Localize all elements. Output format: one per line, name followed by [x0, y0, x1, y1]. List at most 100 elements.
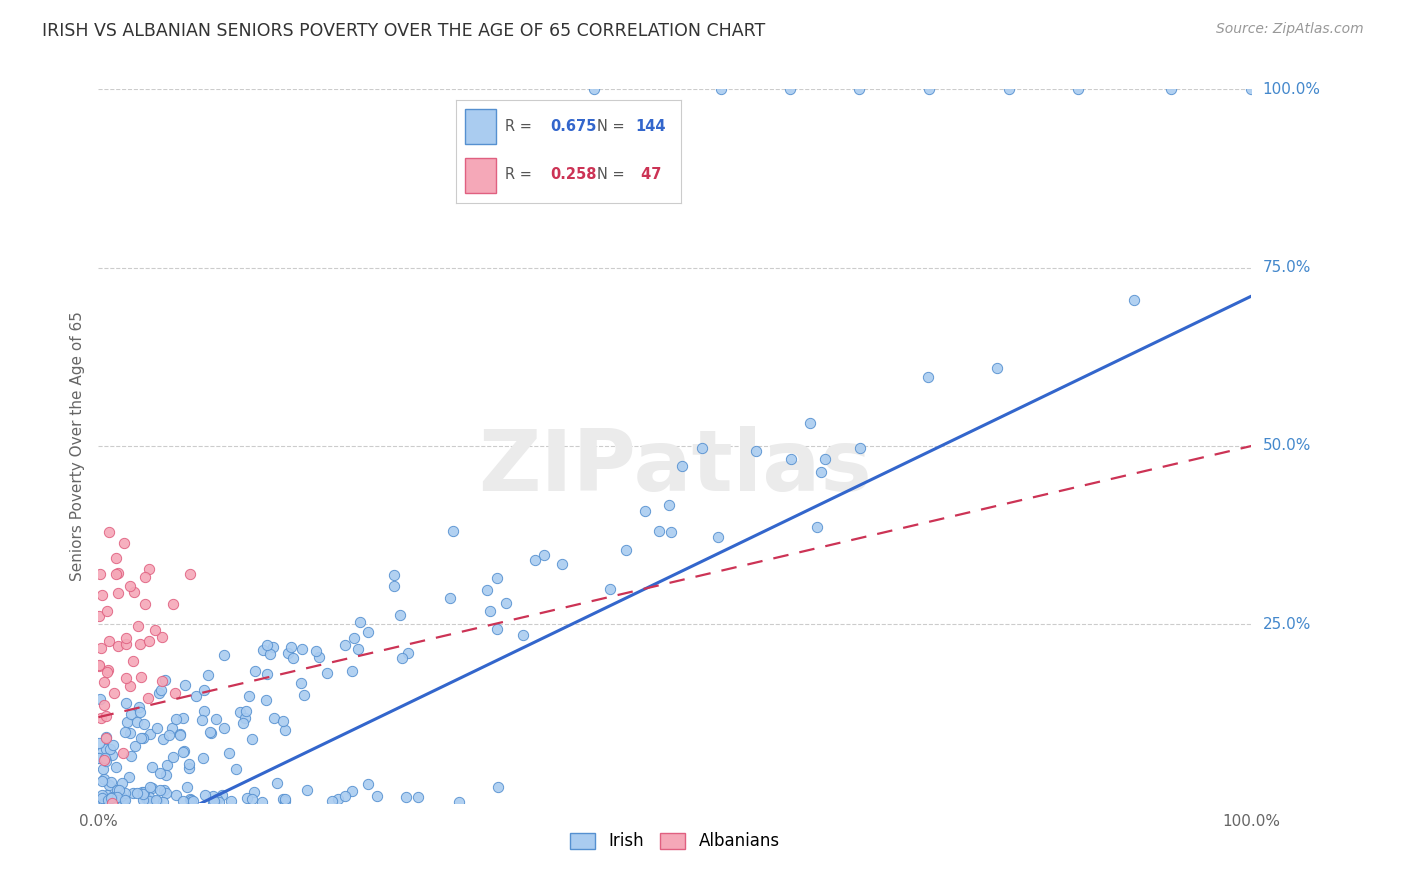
Point — [112, 535, 135, 549]
Point — [998, 82, 1021, 96]
Point — [87, 658, 110, 673]
Point — [87, 609, 110, 624]
Point — [96, 665, 118, 679]
Point — [146, 794, 169, 808]
Point — [551, 557, 574, 571]
Point — [141, 759, 163, 773]
Point — [118, 679, 141, 693]
Point — [93, 675, 115, 690]
Point — [101, 796, 124, 810]
Text: 75.0%: 75.0% — [1263, 260, 1310, 275]
Point — [89, 794, 111, 808]
Point — [94, 730, 117, 744]
Point — [447, 795, 470, 809]
Text: 47: 47 — [636, 168, 661, 183]
Point — [91, 762, 114, 776]
Point — [132, 785, 155, 799]
Text: N =: N = — [598, 119, 630, 134]
Point — [280, 640, 302, 655]
Point — [486, 622, 509, 636]
Point — [101, 748, 124, 763]
Point — [122, 787, 145, 801]
Point — [200, 726, 222, 740]
Point — [122, 585, 145, 599]
Point — [243, 665, 266, 679]
Point — [316, 666, 339, 681]
Point — [120, 579, 142, 593]
Point — [814, 452, 837, 467]
Point — [122, 654, 145, 668]
Point — [139, 780, 162, 794]
Point — [357, 777, 380, 791]
Point — [240, 792, 263, 806]
Point — [97, 663, 120, 677]
Point — [172, 711, 194, 725]
Point — [599, 582, 621, 596]
Point — [658, 498, 681, 512]
Point — [281, 651, 304, 665]
Point — [141, 781, 163, 796]
Point — [366, 789, 388, 804]
Point — [118, 770, 141, 784]
Point — [103, 686, 125, 700]
Point — [277, 646, 299, 660]
Text: R =: R = — [505, 168, 537, 183]
Point — [98, 741, 121, 756]
Point — [107, 566, 129, 580]
Point — [274, 791, 297, 805]
Point — [94, 742, 117, 756]
Point — [238, 689, 260, 703]
Text: Source: ZipAtlas.com: Source: ZipAtlas.com — [1216, 22, 1364, 37]
Point — [271, 792, 294, 806]
Point — [87, 736, 110, 750]
Point — [326, 792, 349, 806]
Point — [212, 722, 235, 736]
Point — [349, 615, 371, 629]
Point — [179, 756, 201, 771]
Point — [172, 745, 194, 759]
Point — [259, 648, 281, 662]
Point — [148, 686, 170, 700]
Point — [135, 791, 157, 805]
Point — [107, 586, 129, 600]
Point — [917, 82, 939, 96]
Point — [671, 458, 693, 473]
Point — [343, 631, 366, 645]
Point — [98, 524, 121, 539]
Point — [96, 754, 118, 768]
Point — [169, 728, 191, 742]
Point — [173, 743, 195, 757]
Point — [176, 780, 198, 794]
Point — [145, 793, 167, 807]
Point — [273, 794, 295, 808]
Point — [143, 623, 166, 637]
Point — [180, 795, 202, 809]
Point — [256, 638, 278, 652]
Point — [242, 785, 264, 799]
Point — [179, 761, 201, 775]
Point — [214, 648, 236, 663]
Point — [273, 714, 295, 728]
Point — [524, 553, 547, 567]
Point — [108, 783, 131, 797]
Point — [389, 608, 412, 623]
Point — [150, 630, 173, 644]
Point — [160, 721, 183, 735]
Point — [305, 644, 328, 658]
Point — [340, 664, 363, 678]
Point — [94, 750, 117, 764]
Point — [1240, 82, 1263, 96]
Point — [107, 639, 129, 653]
Point — [152, 795, 174, 809]
Point — [179, 791, 201, 805]
Point — [333, 789, 356, 803]
Point — [208, 795, 231, 809]
Point — [229, 706, 252, 720]
Point — [128, 637, 150, 651]
Point — [262, 640, 284, 655]
Point — [191, 713, 214, 727]
Point — [340, 783, 363, 797]
Point — [96, 788, 118, 802]
Point — [97, 634, 120, 648]
Point — [93, 796, 115, 810]
